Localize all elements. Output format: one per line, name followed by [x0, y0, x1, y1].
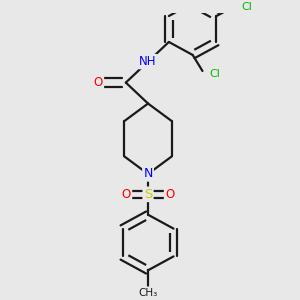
Text: O: O: [94, 76, 103, 89]
Text: Cl: Cl: [241, 2, 252, 12]
Text: O: O: [165, 188, 174, 201]
Text: O: O: [122, 188, 131, 201]
Text: CH₃: CH₃: [138, 287, 158, 298]
Text: NH: NH: [139, 55, 157, 68]
Text: Cl: Cl: [209, 69, 220, 79]
Text: N: N: [143, 167, 153, 181]
Text: S: S: [144, 188, 152, 201]
